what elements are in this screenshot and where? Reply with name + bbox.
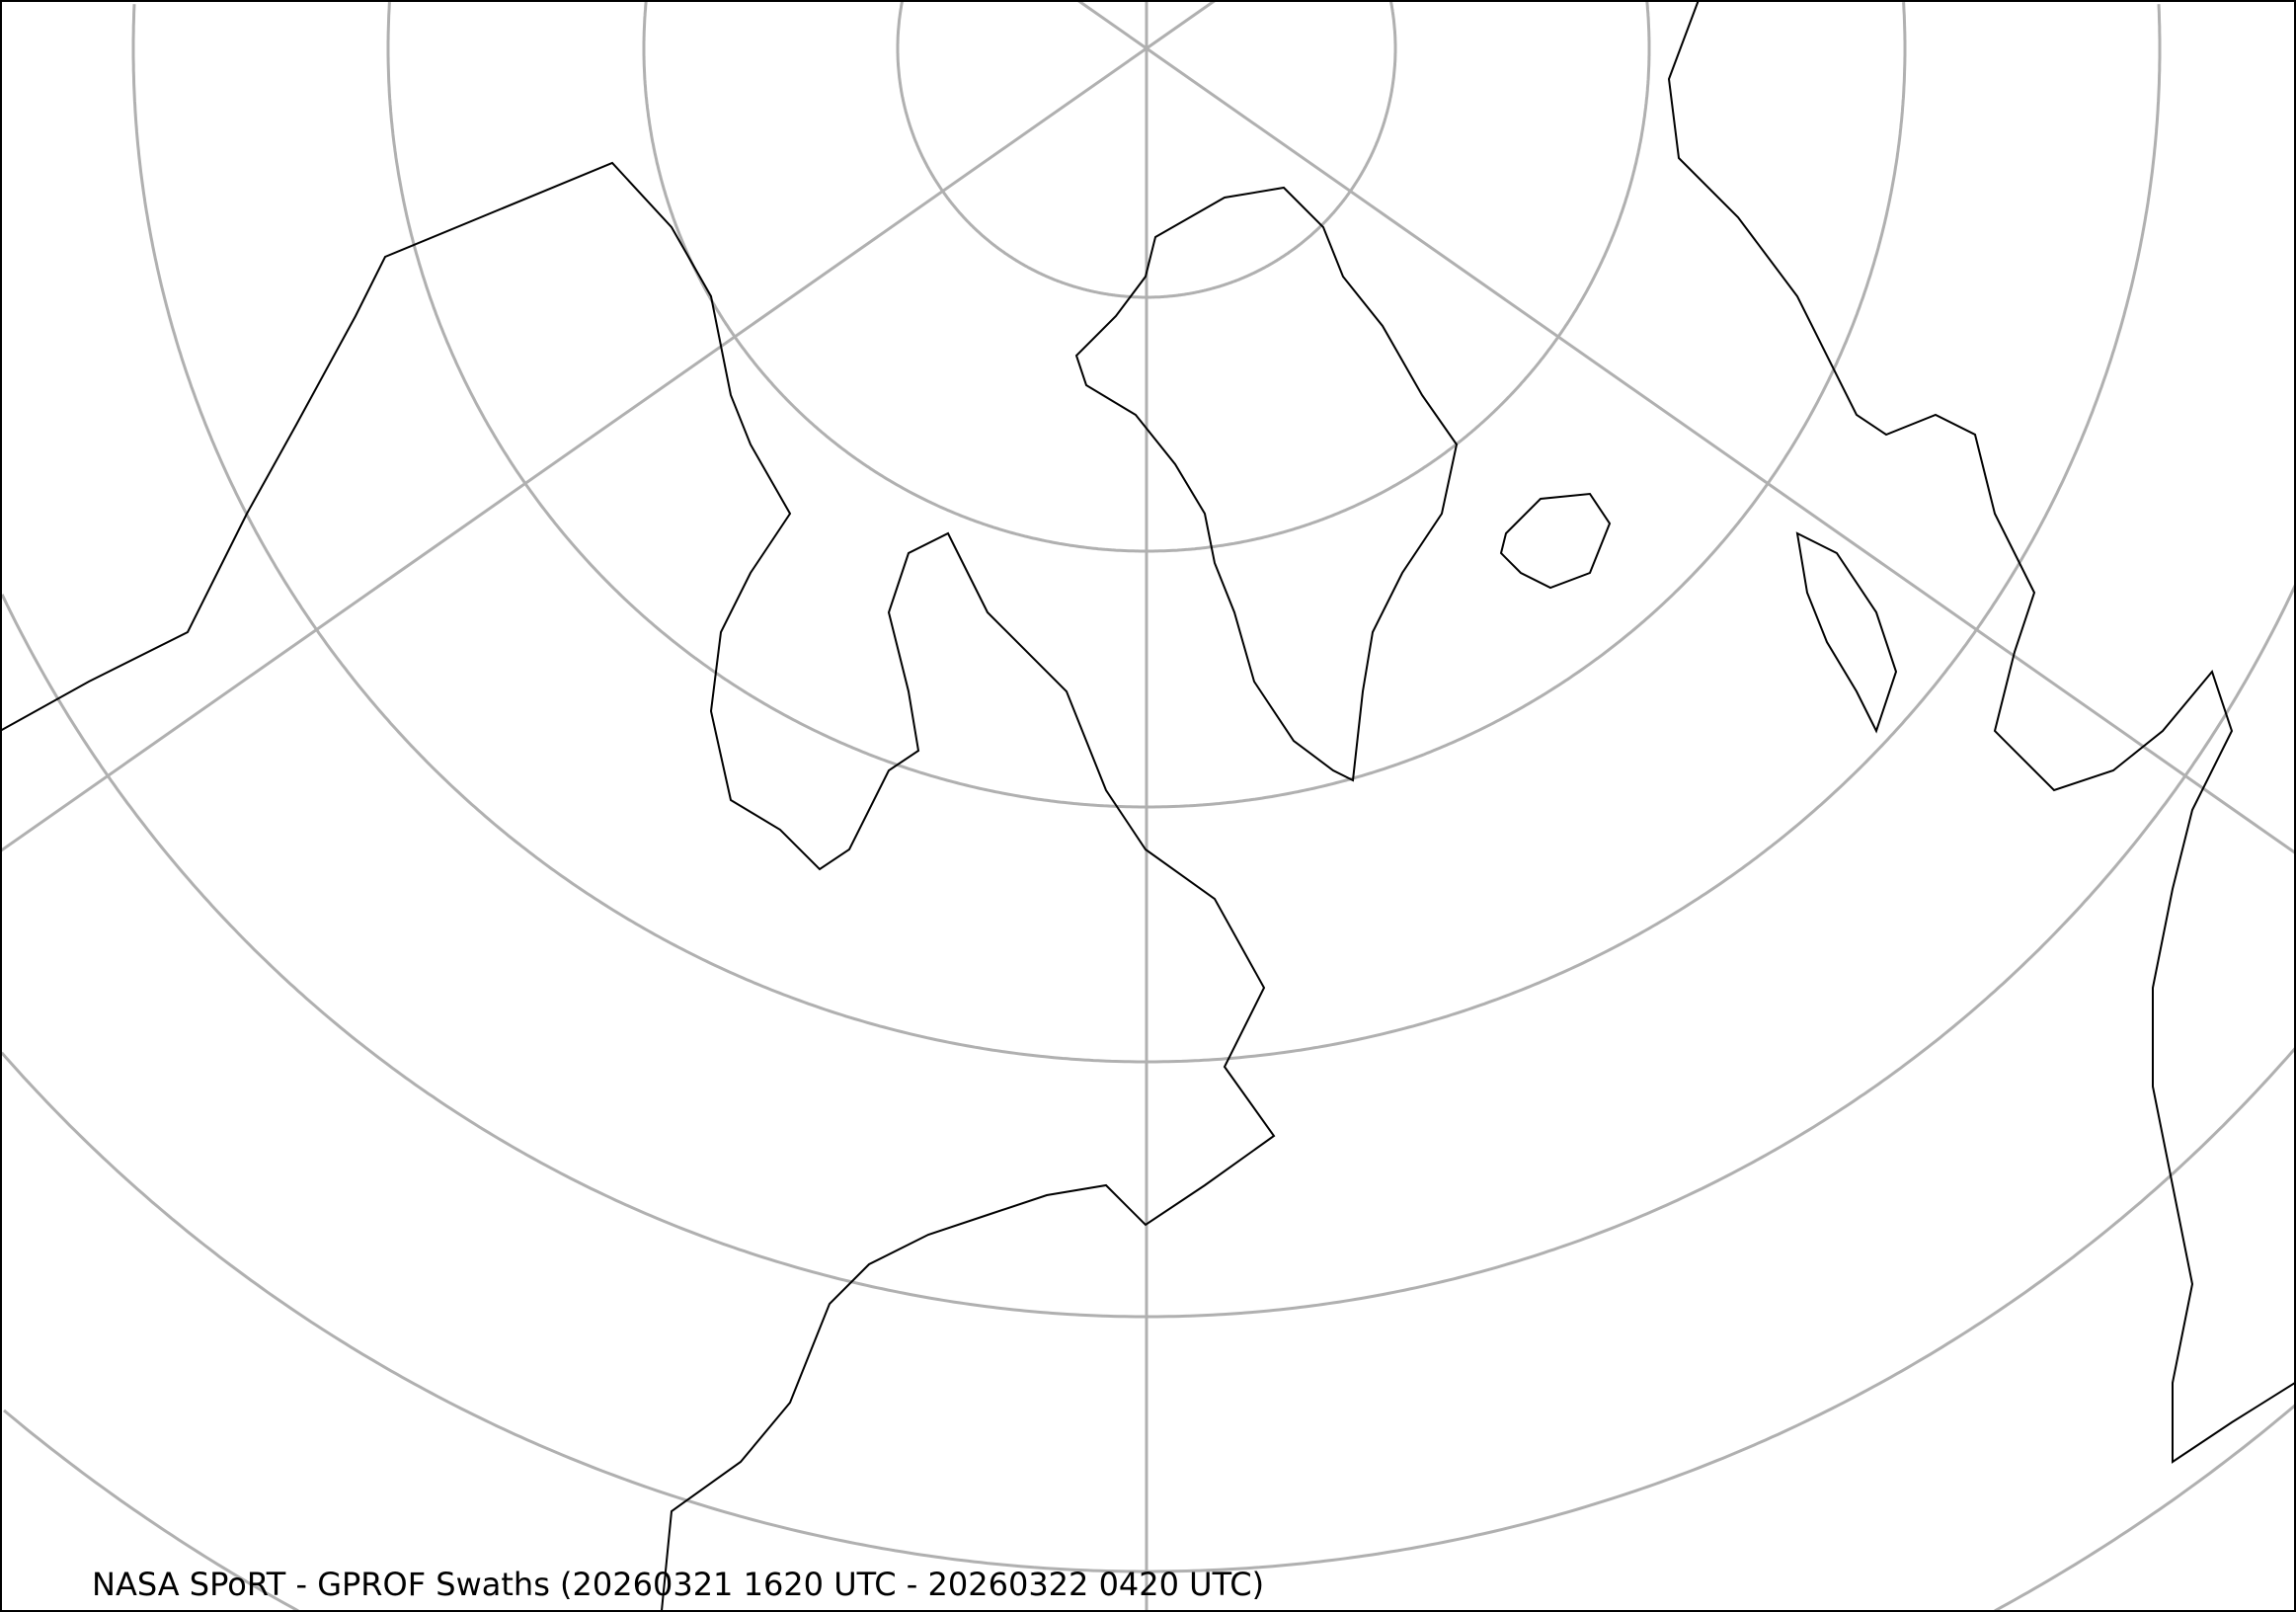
latitude-circle bbox=[1388, 0, 1397, 48]
latitude-circle bbox=[386, 2, 1907, 809]
latitude-circle bbox=[131, 4, 2162, 1064]
iceland-outline bbox=[1499, 492, 1612, 590]
map-title: NASA SPoRT - GPROF Swaths (20260321 1620… bbox=[92, 1566, 1265, 1603]
meridian-line bbox=[1076, 0, 1148, 50]
latitude-circle bbox=[2157, 4, 2162, 48]
latitude-circle bbox=[0, 1046, 2296, 1573]
meridian-line bbox=[0, 46, 1148, 853]
latitude-circle bbox=[1645, 0, 1651, 48]
north-america-outline bbox=[0, 161, 1276, 1612]
meridian-line bbox=[1146, 46, 2296, 855]
british-isles-outline bbox=[1795, 531, 1898, 734]
greenland-outline bbox=[1074, 186, 1459, 782]
meridian-line bbox=[1146, 0, 1217, 50]
europe-outline bbox=[1667, 0, 2296, 1464]
latitude-circle bbox=[896, 0, 1397, 299]
latitude-circle bbox=[0, 583, 2296, 1319]
latitude-circle bbox=[1994, 1404, 2296, 1612]
latitude-circle bbox=[3, 1409, 299, 1612]
latitude-circle bbox=[1902, 2, 1907, 48]
